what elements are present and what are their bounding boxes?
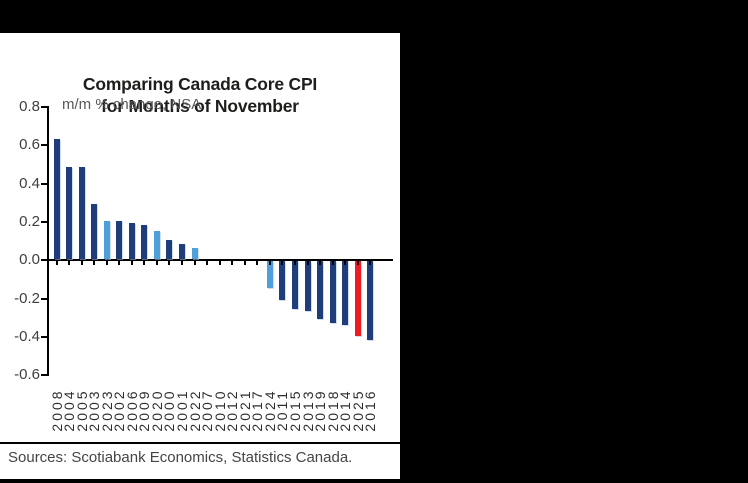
bar-2000 xyxy=(166,240,173,260)
sources-note: Sources: Scotiabank Economics, Statistic… xyxy=(8,449,353,466)
y-axis-line xyxy=(47,106,49,377)
footer-divider-line xyxy=(0,442,400,444)
x-axis-tick xyxy=(206,261,209,266)
x-axis-tick xyxy=(293,261,296,266)
y-tick-label-0.0: 0.0 xyxy=(19,251,40,269)
y-axis-tick xyxy=(41,182,48,185)
axis-units-label: m/m % change, NSA xyxy=(62,96,202,113)
y-axis-tick xyxy=(41,336,48,339)
bar-2022 xyxy=(191,247,198,260)
x-axis-tick xyxy=(155,261,158,266)
x-axis-line xyxy=(47,259,393,262)
y-axis-tick xyxy=(41,259,48,262)
x-axis-tick xyxy=(68,261,71,266)
bar-2008 xyxy=(53,138,60,260)
x-axis-tick xyxy=(268,261,271,266)
chart-title: Comparing Canada Core CPI for Months of … xyxy=(0,73,400,117)
x-axis-tick xyxy=(356,261,359,266)
y-tick-label-0.8: 0.8 xyxy=(19,98,40,115)
x-axis-tick xyxy=(243,261,246,266)
x-axis-tick xyxy=(256,261,259,266)
y-tick-label-0.4: 0.4 xyxy=(19,174,40,192)
y-tick-label--0.6: -0.6 xyxy=(14,366,40,384)
bar-2005 xyxy=(78,167,85,260)
bar-2025 xyxy=(354,261,361,337)
bar-2001 xyxy=(179,244,185,260)
x-axis-tick xyxy=(331,261,334,266)
bar-2004 xyxy=(66,167,73,260)
bar-2015 xyxy=(291,261,298,310)
x-axis-tick xyxy=(168,261,171,266)
y-tick-label--0.4: -0.4 xyxy=(14,328,40,346)
chart-title-line1: Comparing Canada Core CPI xyxy=(82,74,318,94)
bar-2011 xyxy=(279,261,286,300)
x-axis-tick xyxy=(306,261,309,266)
y-axis-tick xyxy=(41,144,48,147)
bar-2016 xyxy=(367,261,374,340)
x-axis-tick xyxy=(369,261,372,266)
bar-2003 xyxy=(91,203,98,260)
bar-2023 xyxy=(103,221,110,260)
x-axis-tick xyxy=(93,261,96,266)
x-axis-tick xyxy=(55,261,58,266)
x-axis-tick xyxy=(231,261,234,266)
x-axis-tick xyxy=(193,261,196,266)
y-axis-tick xyxy=(41,374,48,377)
y-tick-label-0.6: 0.6 xyxy=(19,136,40,154)
y-tick-label-0.2: 0.2 xyxy=(19,213,40,231)
bar-2018 xyxy=(329,261,336,323)
bar-2002 xyxy=(116,221,123,260)
x-axis-tick xyxy=(281,261,284,266)
x-axis-tick xyxy=(105,261,108,266)
bar-2006 xyxy=(128,222,135,260)
bar-2019 xyxy=(317,261,324,319)
year-label-2016: 2016 xyxy=(362,388,379,432)
y-axis-tick xyxy=(41,297,48,300)
bar-2014 xyxy=(342,261,349,325)
chart-title-line2: for Months of November xyxy=(101,96,299,116)
y-axis-tick xyxy=(41,221,48,224)
y-tick-label--0.2: -0.2 xyxy=(14,289,40,307)
bar-2009 xyxy=(141,224,148,260)
bar-2024 xyxy=(266,261,273,289)
x-axis-tick xyxy=(80,261,83,266)
x-axis-tick xyxy=(143,261,146,266)
y-axis-tick xyxy=(41,106,48,108)
x-axis-tick xyxy=(181,261,183,266)
bar-2020 xyxy=(153,230,160,260)
x-axis-tick xyxy=(118,261,121,266)
bar-2013 xyxy=(304,261,311,312)
x-axis-tick xyxy=(319,261,322,266)
x-axis-tick xyxy=(344,261,347,266)
x-axis-tick xyxy=(130,261,133,266)
x-axis-tick xyxy=(218,261,221,266)
